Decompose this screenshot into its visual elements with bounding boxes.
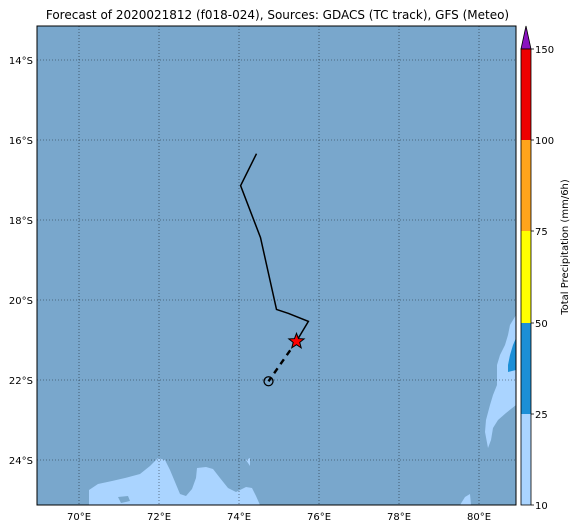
land-east [485, 315, 516, 448]
forecast-position-marker [263, 376, 274, 387]
colorbar-tick: 50 [535, 319, 548, 330]
colorbar-band [521, 140, 531, 231]
colorbar: 10 25 50 75 100 150 Total Precipitation … [520, 25, 571, 512]
map-frame [36, 25, 517, 506]
precip-band-east [508, 338, 516, 372]
lat-tick: 22°S [9, 376, 33, 387]
lon-tick: 74°E [227, 512, 251, 523]
lat-tick: 16°S [9, 136, 33, 147]
colorbar-tick: 100 [535, 136, 554, 147]
lat-tick: 20°S [9, 296, 33, 307]
lon-tick: 80°E [467, 512, 491, 523]
land-inlet [118, 496, 130, 503]
lon-tick: 70°E [67, 512, 91, 523]
land-sw-spot [460, 494, 471, 505]
lon-tick: 76°E [307, 512, 331, 523]
lat-ticks: 14°S 16°S 18°S 20°S 22°S 24°S [9, 56, 33, 467]
colorbar-band [521, 49, 531, 140]
ocean-area [37, 26, 516, 505]
colorbar-extend-arrow [520, 25, 532, 50]
current-position-star-icon [287, 331, 306, 349]
colorbar-tick: 150 [535, 45, 554, 56]
colorbar-band [521, 323, 531, 414]
colorbar-tick: 10 [535, 501, 548, 512]
colorbar-label: Total Precipitation (mm/6h) [560, 179, 571, 316]
past-track-line [239, 153, 310, 342]
colorbar-band [521, 231, 531, 323]
lon-tick: 72°E [147, 512, 171, 523]
colorbar-tick: 25 [535, 410, 548, 421]
lat-tick: 14°S [9, 56, 33, 67]
map-title: Forecast of 2020021812 (f018-024), Sourc… [45, 8, 510, 22]
land-south [89, 458, 260, 505]
colorbar-band [521, 414, 531, 505]
colorbar-tick: 75 [535, 227, 548, 238]
forecast-track-line [267, 340, 298, 382]
lat-tick: 24°S [9, 456, 33, 467]
lon-tick: 78°E [387, 512, 411, 523]
lat-tick: 18°S [9, 216, 33, 227]
graticule [37, 26, 516, 505]
lon-ticks: 70°E 72°E 74°E 76°E 78°E 80°E [67, 512, 491, 523]
